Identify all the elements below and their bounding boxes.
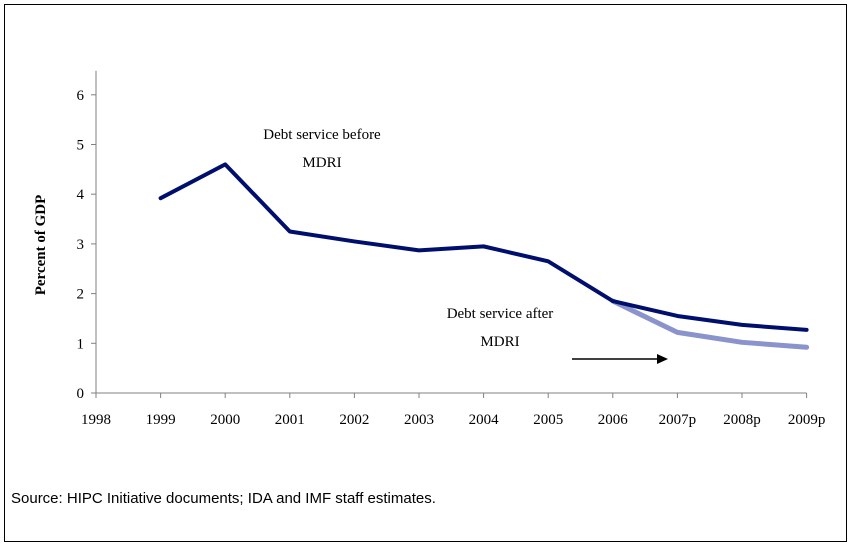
chart-axes [95,70,807,394]
y-tick-label: 0 [77,386,85,402]
annotation-before-line2: MDRI [302,155,341,171]
x-tick-label: 2007p [659,412,697,428]
chart-series [158,162,810,350]
chart-frame [4,4,847,542]
y-tick-label: 4 [77,187,85,203]
x-tick-label: 2001 [275,412,305,428]
chart-ticks: 0 1 2 3 4 5 6 1998 1999 2000 2001 2002 2003 2004 2005 2… [77,88,826,428]
annotation-before-line1: Debt service before [263,127,381,143]
x-tick-label: 2002 [339,412,369,428]
x-tick-label: 2003 [404,412,434,428]
y-axis-label: Percent of GDP [33,195,49,296]
source-note: Source: HIPC Initiative documents; IDA a… [11,490,436,507]
x-tick-label: 2000 [210,412,240,428]
x-tick-label: 2006 [598,412,629,428]
annotation-after-line2: MDRI [480,334,519,350]
x-tick-label: 2004 [469,412,500,428]
x-tick-label: 2005 [533,412,563,428]
annotation-after-line1: Debt service after [447,306,554,322]
arrow-icon [572,354,668,364]
x-tick-label: 1999 [146,412,176,428]
x-tick-label: 2008p [723,412,761,428]
series-line-after-mdri [610,298,810,350]
y-tick-label: 3 [77,237,85,253]
x-tick-label: 2009p [788,412,826,428]
series-line-before-mdri [158,162,809,332]
y-tick-label: 1 [77,336,85,352]
y-tick-label: 5 [77,138,85,154]
y-tick-label: 2 [77,287,85,303]
x-tick-label: 1998 [81,412,111,428]
y-tick-label: 6 [77,88,85,104]
